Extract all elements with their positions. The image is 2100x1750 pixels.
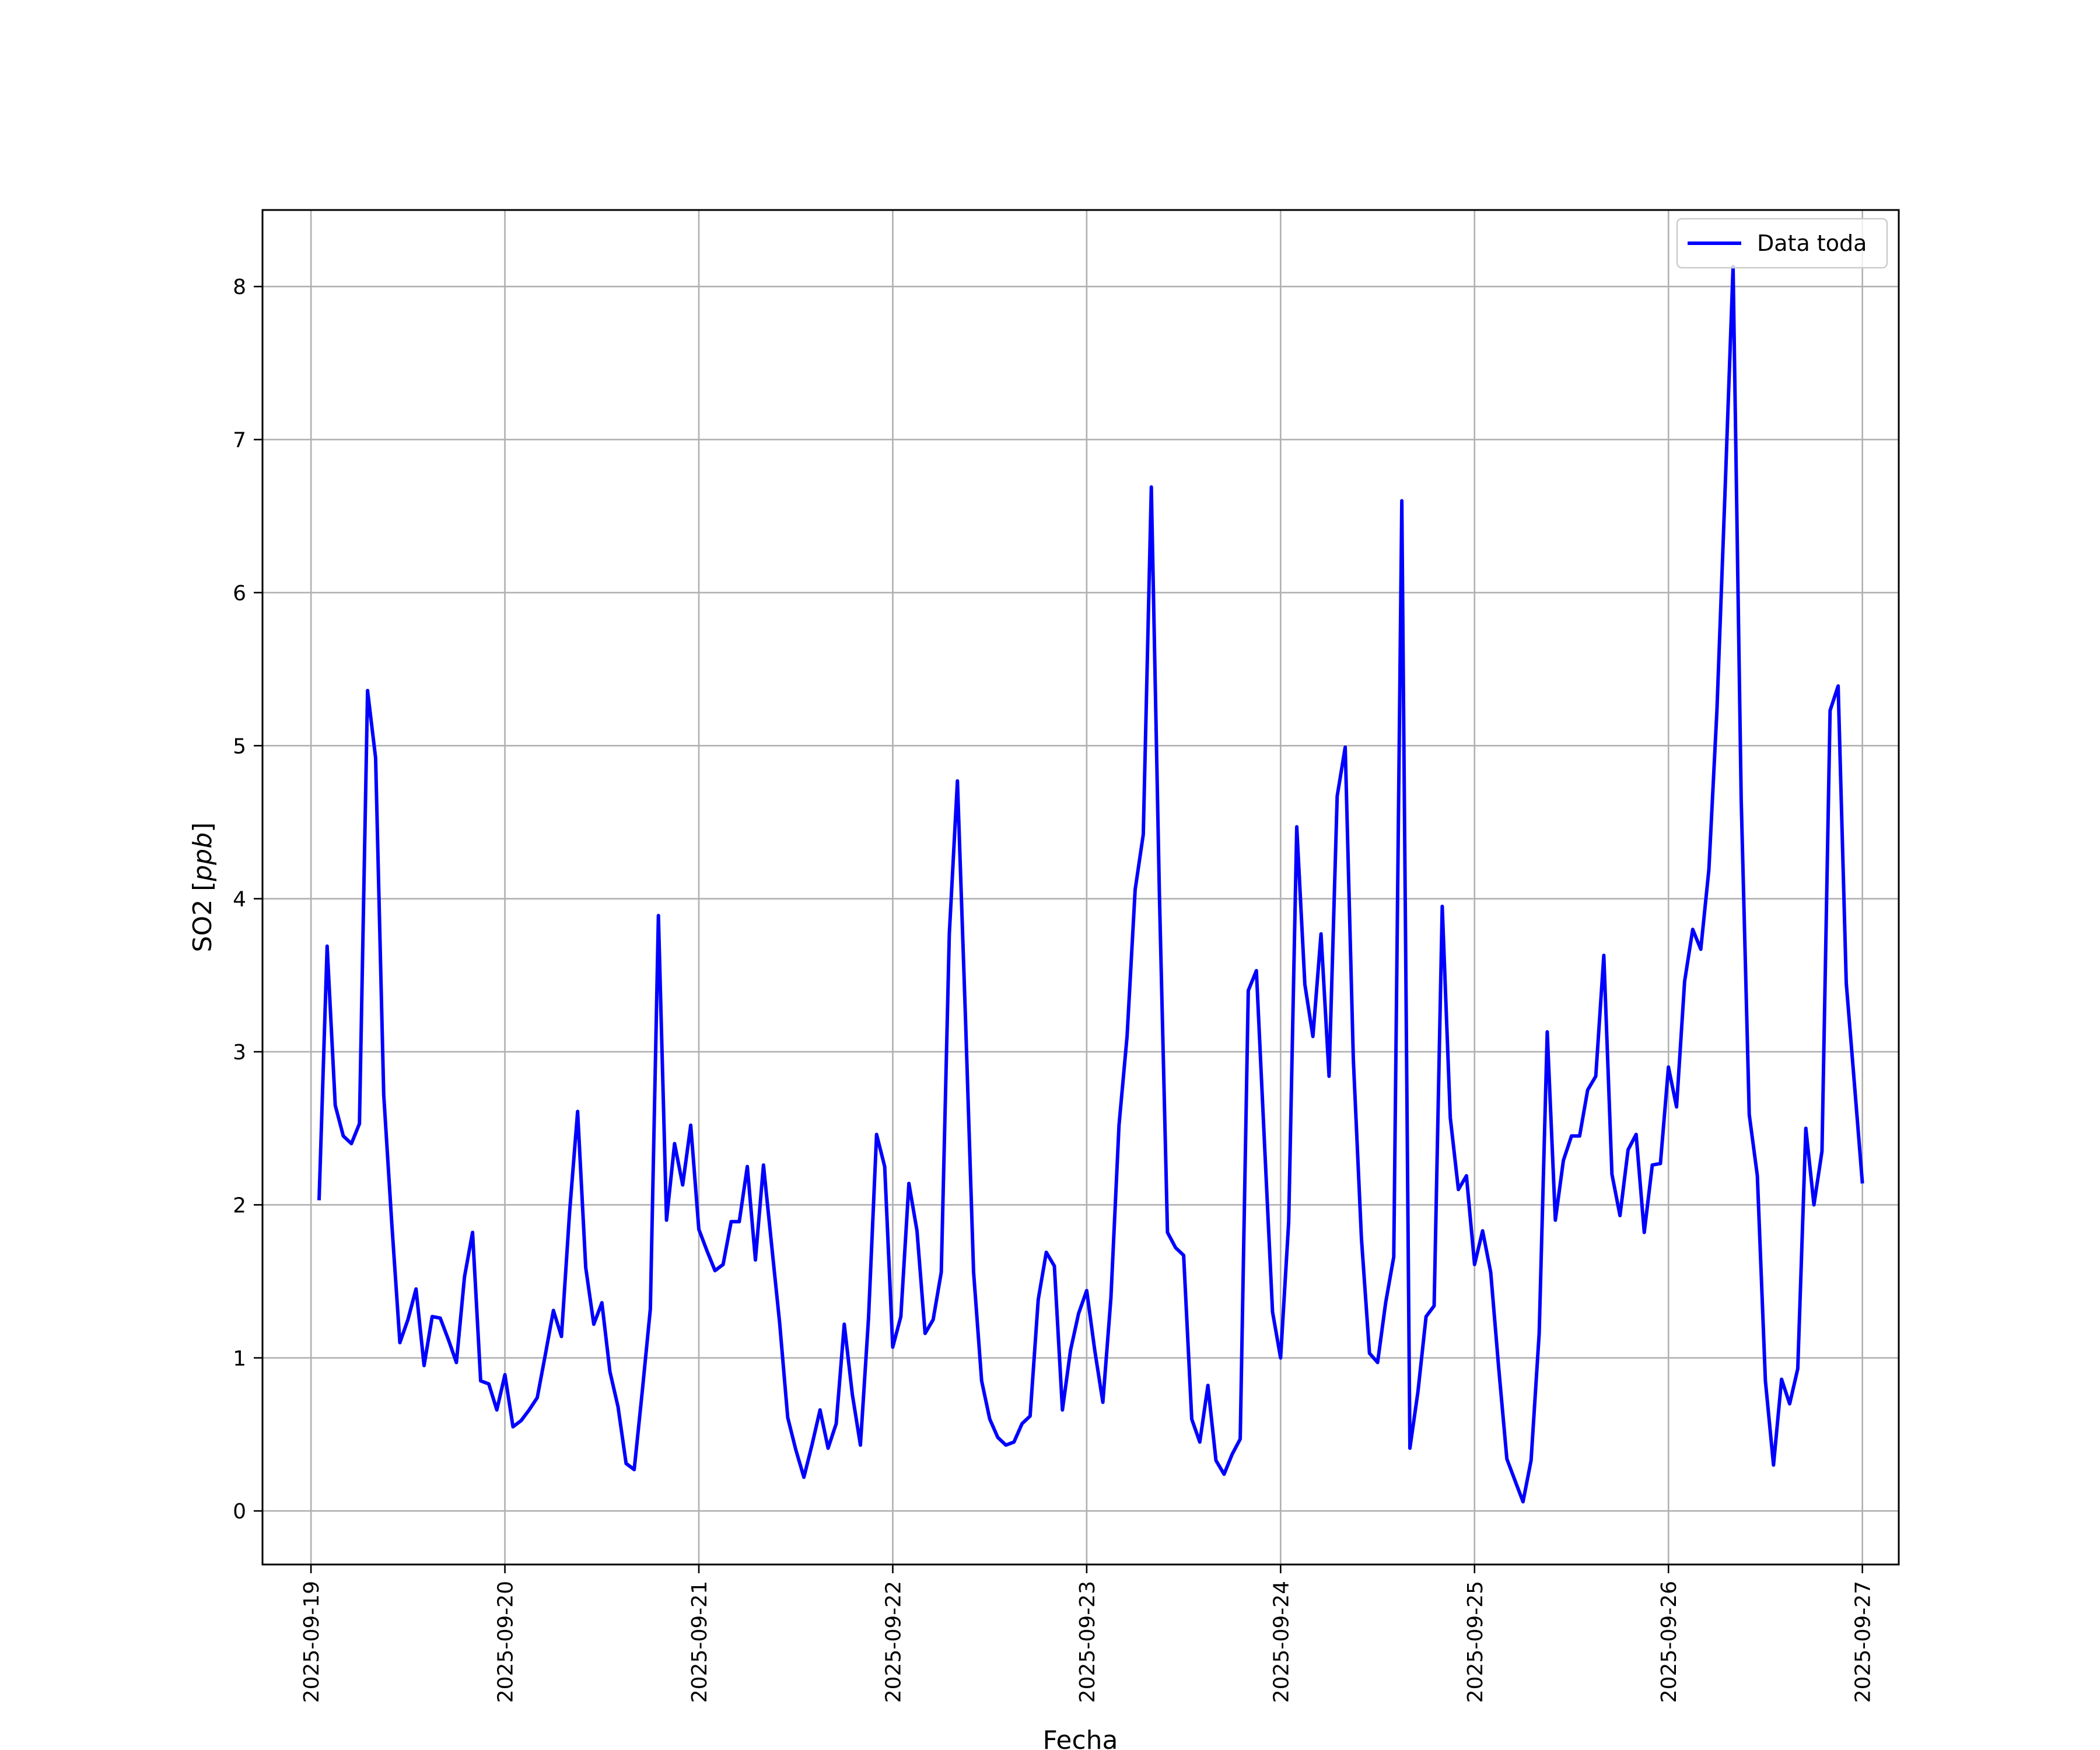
grid xyxy=(262,210,1899,1564)
x-tick-label: 2025-09-22 xyxy=(881,1581,905,1703)
series-layer xyxy=(317,265,1864,1504)
x-tick-label: 2025-09-27 xyxy=(1852,1581,1875,1703)
x-tick-label: 2025-09-21 xyxy=(688,1581,712,1703)
y-tick-label: 0 xyxy=(233,1500,246,1524)
legend: Data toda xyxy=(1676,218,1888,269)
legend-box xyxy=(1676,218,1888,269)
x-tick-label: 2025-09-20 xyxy=(494,1581,518,1703)
x-axis-label: Fecha xyxy=(1042,1726,1118,1750)
series-line-data-toda xyxy=(317,265,1864,1504)
y-tick-label: 2 xyxy=(233,1194,246,1217)
y-tick-label: 4 xyxy=(233,888,246,912)
x-tick-label: 2025-09-26 xyxy=(1657,1581,1681,1703)
x-tick-label: 2025-09-24 xyxy=(1269,1581,1293,1703)
x-tick-label: 2025-09-25 xyxy=(1464,1581,1488,1703)
plot-frame xyxy=(261,209,1900,1566)
y-tick-label: 8 xyxy=(233,275,246,299)
y-axis-label: SO2 [ppb] xyxy=(188,822,218,953)
y-tick-label: 5 xyxy=(233,734,246,758)
legend-label: Data toda xyxy=(1757,230,1867,256)
x-tick-label: 2025-09-19 xyxy=(300,1581,324,1703)
y-axis-label-main: SO2 [ xyxy=(188,881,218,953)
ticks: 2025-09-19 2025-09-20 2025-09-21 2025-09-22… xyxy=(233,275,1875,1703)
x-tick-label: 2025-09-23 xyxy=(1076,1581,1100,1703)
y-axis-label-unit: ppb xyxy=(188,832,218,882)
y-tick-label: 6 xyxy=(233,582,246,606)
y-tick-label: 7 xyxy=(233,429,246,453)
y-tick-label: 3 xyxy=(233,1041,246,1065)
y-axis-label-close: ] xyxy=(188,822,218,832)
y-tick-label: 1 xyxy=(233,1347,246,1371)
